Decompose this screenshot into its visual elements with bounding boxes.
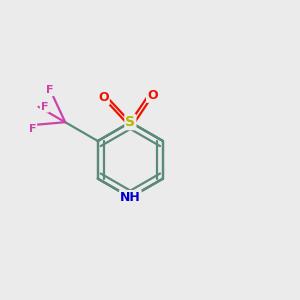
Text: F: F	[29, 124, 36, 134]
Text: F: F	[40, 102, 48, 112]
Text: F: F	[46, 85, 54, 95]
Text: O: O	[147, 89, 158, 102]
Text: NH: NH	[120, 191, 141, 204]
Text: S: S	[125, 115, 135, 129]
Text: O: O	[98, 91, 109, 104]
